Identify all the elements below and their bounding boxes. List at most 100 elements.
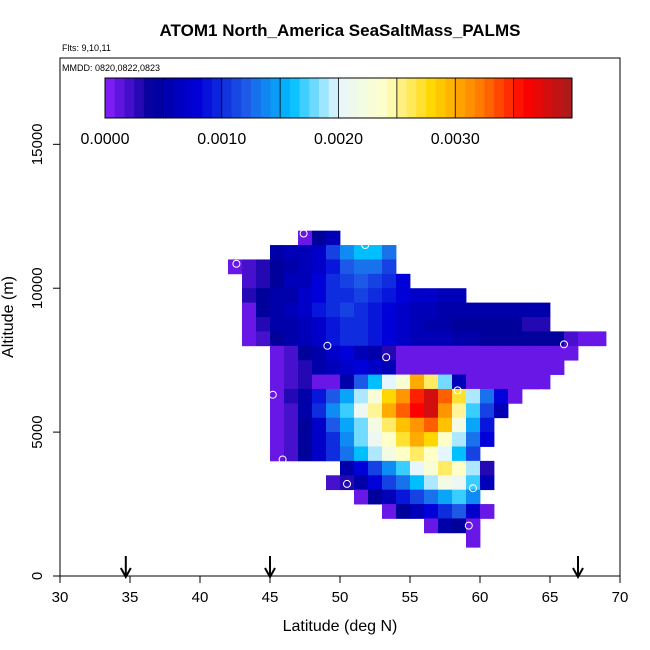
x-tick-label: 40 [192, 589, 209, 606]
heatmap-cell [326, 288, 341, 304]
heatmap-cell [256, 331, 271, 347]
heatmap-cell [340, 345, 355, 361]
heatmap-cell [410, 475, 425, 491]
heatmap-cell [284, 374, 299, 390]
heatmap-cell [494, 360, 509, 375]
x-tick-label: 55 [402, 589, 419, 606]
heatmap-cell [326, 360, 341, 375]
colorbar-segment [231, 78, 242, 118]
heatmap-cell [452, 360, 467, 375]
colorbar-segment [280, 78, 291, 118]
heatmap-cell [242, 288, 257, 304]
heatmap-cell [354, 245, 369, 260]
heatmap-cell [522, 360, 537, 375]
heatmap-cell [284, 345, 299, 361]
heatmap-cell [256, 317, 271, 332]
heatmap-cell [270, 374, 285, 390]
sample-point [323, 341, 332, 350]
heatmap-cell [312, 317, 327, 332]
plot-frame [59, 57, 621, 577]
heatmap-cell [480, 331, 495, 347]
heatmap-cell [438, 403, 453, 419]
sample-point [268, 390, 277, 399]
heatmap-cell [466, 504, 481, 519]
colorbar-segment [552, 78, 563, 118]
heatmap-cell [438, 504, 453, 519]
heatmap-cell [382, 331, 397, 347]
heatmap-cell [424, 331, 439, 347]
heatmap-cell [340, 374, 355, 390]
heatmap-cell [326, 245, 341, 260]
heatmap-cell [382, 288, 397, 304]
colorbar-segment [387, 78, 398, 118]
heatmap-cell [424, 302, 439, 318]
heatmap-cell [424, 475, 439, 491]
heatmap-cell [480, 302, 495, 318]
heatmap-cell [424, 403, 439, 419]
heatmap-cell [242, 331, 257, 347]
heatmap-cell [382, 489, 397, 505]
heatmap-cell [368, 360, 383, 375]
heatmap-cell [340, 288, 355, 304]
colorbar-segment [124, 78, 135, 118]
colorbar-segment [163, 78, 174, 118]
heatmap-cell [368, 403, 383, 419]
sample-points [232, 229, 568, 530]
heatmap-cell [312, 360, 327, 375]
heatmap-cell [354, 489, 369, 505]
heatmap-cell [424, 446, 439, 462]
heatmap-cell [312, 345, 327, 361]
heatmap-cell [270, 245, 285, 260]
heatmap-cell [494, 317, 509, 332]
sample-point [343, 479, 351, 488]
heatmap-cell [480, 345, 495, 361]
heatmap-cell [396, 345, 411, 361]
heatmap-cell [452, 388, 467, 404]
colorbar-segment [348, 78, 359, 118]
heatmap-cell [480, 504, 495, 519]
heatmap-cell [438, 317, 453, 332]
x-tick-label: 30 [52, 589, 69, 606]
sample-point [537, 389, 546, 398]
heatmap-cell [340, 388, 355, 404]
heatmap-cell [298, 360, 313, 375]
heatmap-cell [410, 331, 425, 347]
heatmap-cell [242, 273, 257, 289]
heatmap-cell [410, 374, 425, 390]
heatmap-cell [452, 475, 467, 491]
heatmap-cell [298, 374, 313, 390]
heatmap-cell [312, 230, 327, 246]
heatmap-cell [284, 317, 299, 332]
heatmap-cell [494, 302, 509, 318]
heatmap-cell [382, 273, 397, 289]
heatmap-cell [396, 432, 411, 447]
heatmap-cell [438, 417, 453, 433]
heatmap-cell [396, 273, 411, 289]
heatmap-cell [284, 302, 299, 318]
heatmap-cell [256, 288, 271, 304]
heatmap-cell [382, 374, 397, 390]
heatmap-cell [354, 317, 369, 332]
sample-point [560, 340, 568, 349]
heatmap-cell [536, 331, 551, 347]
heatmap-cell [340, 317, 355, 332]
heatmap-cell [368, 432, 383, 447]
heatmap-cell [438, 288, 453, 304]
heatmap-cell [508, 374, 523, 390]
heatmap-cell [480, 388, 495, 404]
heatmap-cell [326, 345, 341, 361]
heatmap-cell [396, 460, 411, 476]
colorbar-segment [406, 78, 417, 118]
heatmap-cell [382, 302, 397, 318]
heatmap-cell [480, 417, 495, 433]
heatmap-cell [312, 245, 327, 260]
heatmap-cell [270, 331, 285, 347]
sample-point [382, 353, 391, 362]
colorbar-segment [533, 78, 544, 118]
heatmap-cell [536, 317, 551, 332]
heatmap-cell [270, 432, 285, 447]
heatmap-cell [536, 345, 551, 361]
heatmap-cell [382, 460, 397, 476]
colorbar-segment [357, 78, 369, 118]
heatmap-cell [354, 388, 369, 404]
